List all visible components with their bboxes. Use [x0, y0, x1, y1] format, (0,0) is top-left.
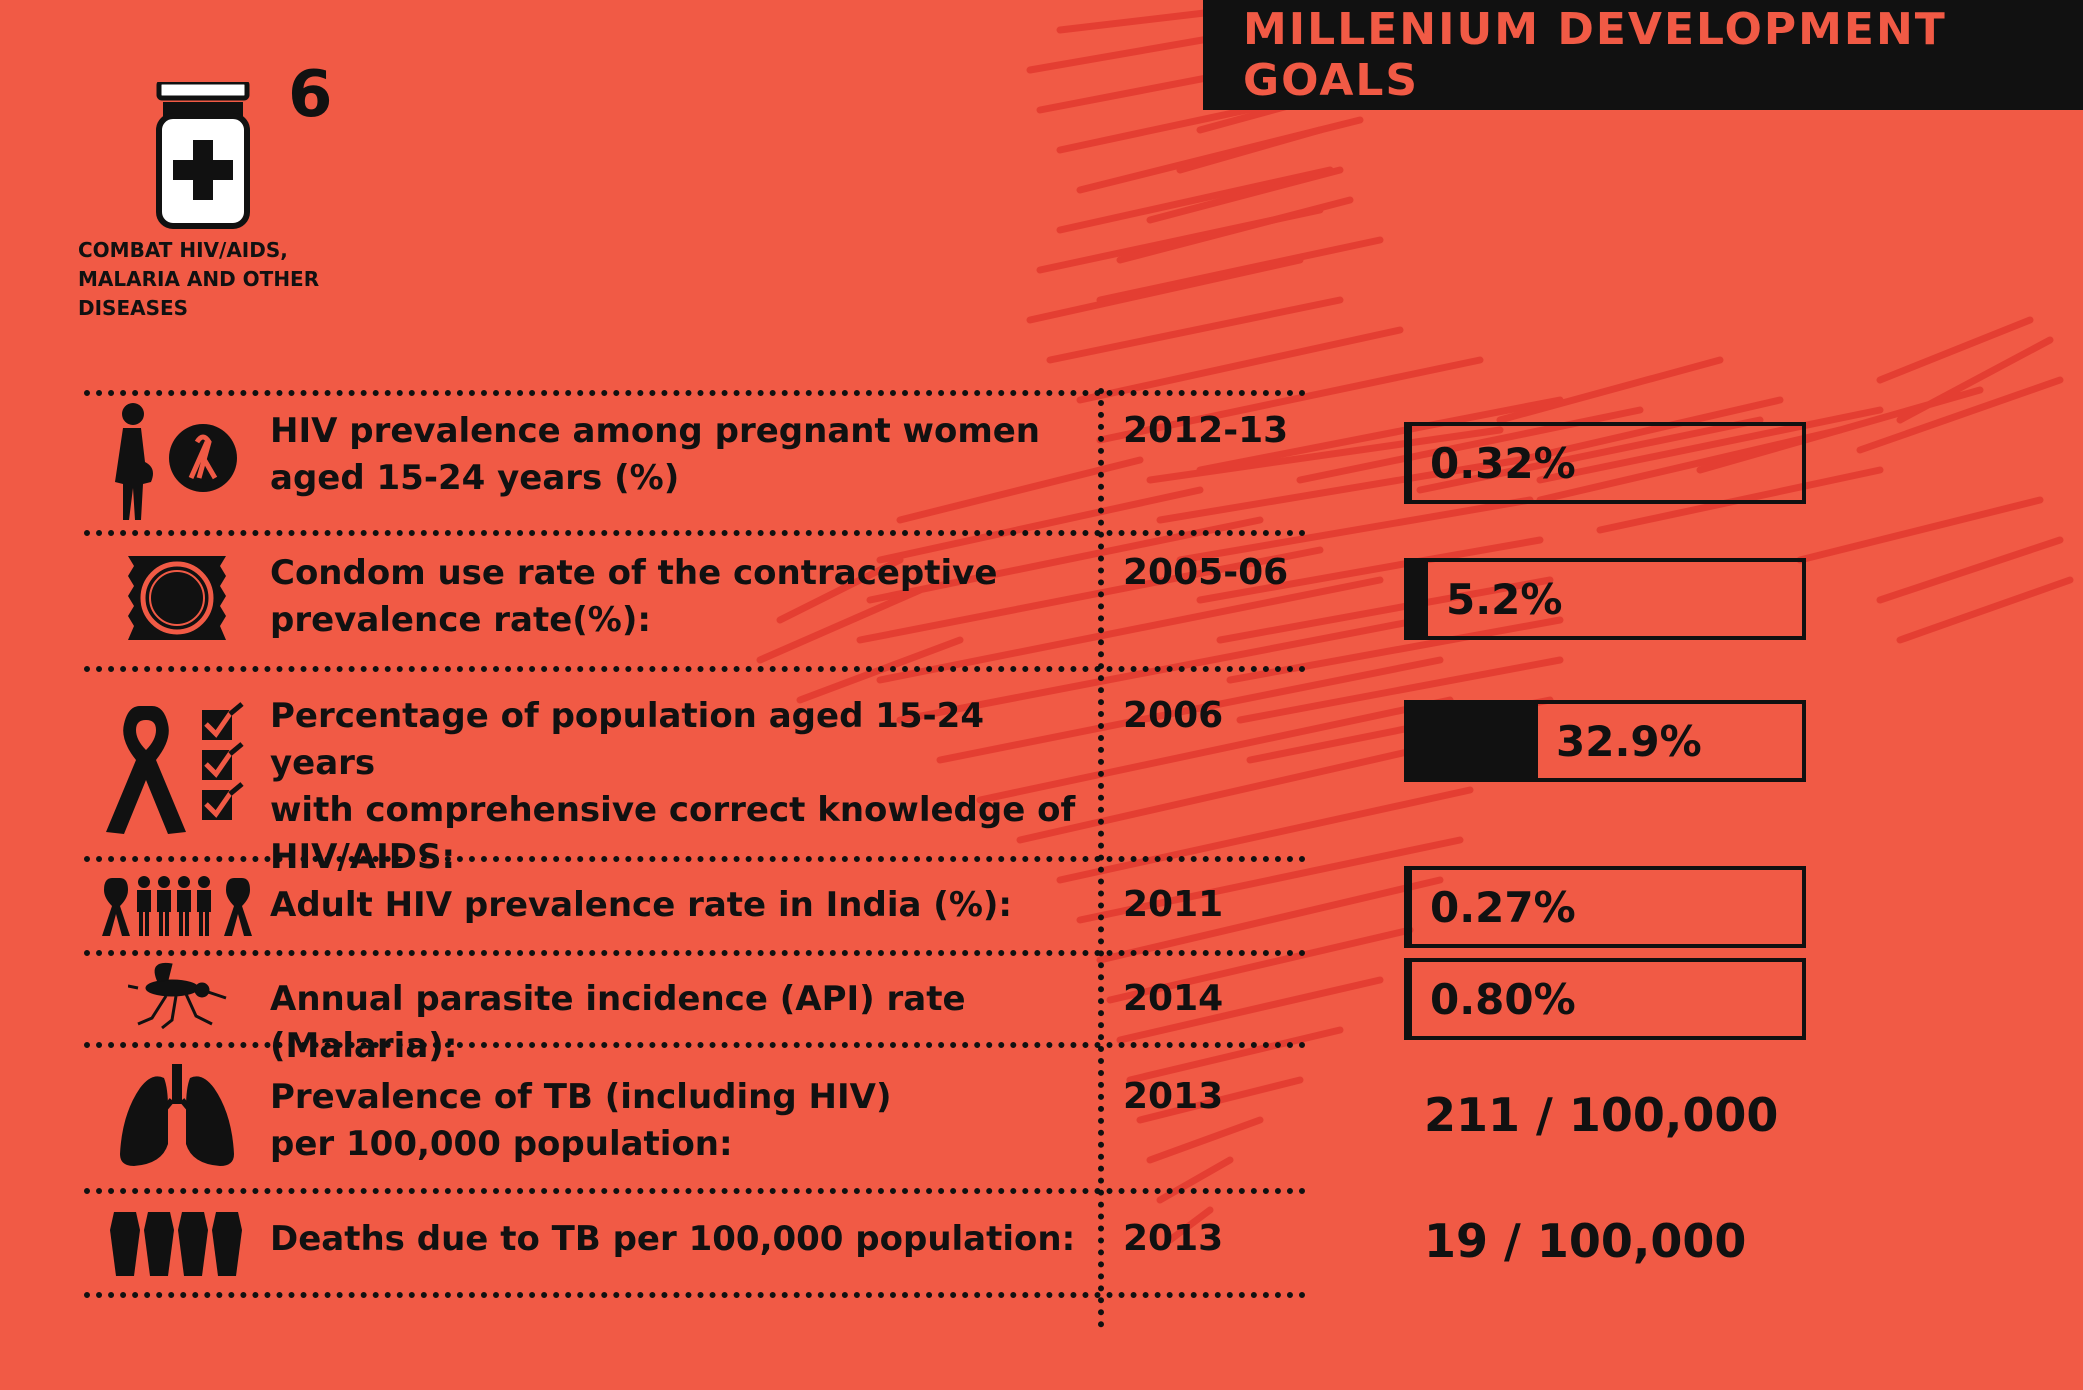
- pregnant-woman-ribbon-icon: [115, 403, 237, 520]
- row-divider: [84, 856, 1306, 862]
- indicator-bar: 0.80%: [1404, 958, 1806, 1040]
- indicator-bar: 0.27%: [1404, 866, 1806, 948]
- people-ribbons-icon: [102, 876, 252, 936]
- row-divider: [84, 1292, 1306, 1298]
- indicator-label: Percentage of population aged 15-24 year…: [270, 693, 1090, 881]
- indicator-label: HIV prevalence among pregnant women aged…: [270, 408, 1090, 502]
- indicator-value: 0.32%: [1430, 438, 1576, 488]
- lungs-icon: [120, 1064, 234, 1166]
- condom-icon: [128, 556, 226, 640]
- indicator-label-line: Annual parasite incidence (API) rate (Ma…: [270, 979, 966, 1066]
- indicator-year: 2006: [1123, 695, 1224, 736]
- indicator-year: 2011: [1123, 884, 1224, 925]
- indicator-bar-fill: [1408, 962, 1412, 1036]
- indicator-value: 0.27%: [1430, 882, 1576, 932]
- indicator-label: Condom use rate of the contraceptive pre…: [270, 550, 1090, 644]
- indicator-label-line: Adult HIV prevalence rate in India (%):: [270, 885, 1013, 925]
- indicator-value: 211 / 100,000: [1424, 1088, 1779, 1142]
- medicine-bottle-icon: [156, 82, 250, 229]
- indicator-bar-fill: [1408, 704, 1538, 778]
- goal-caption-line: DISEASES: [78, 296, 189, 320]
- indicator-label-line: Prevalence of TB (including HIV): [270, 1077, 892, 1117]
- row-divider: [84, 950, 1306, 956]
- indicator-bar-fill: [1408, 426, 1412, 500]
- indicator-year: 2014: [1123, 978, 1224, 1019]
- indicator-label-line: Deaths due to TB per 100,000 population:: [270, 1219, 1076, 1259]
- indicator-bar: 32.9%: [1404, 700, 1806, 782]
- indicator-value: 0.80%: [1430, 974, 1576, 1024]
- indicator-year: 2012-13: [1123, 410, 1289, 451]
- indicator-label-line: HIV/AIDS:: [270, 837, 456, 877]
- goal-caption: COMBAT HIV/AIDS, MALARIA AND OTHER DISEA…: [78, 236, 378, 323]
- goal-caption-line: MALARIA AND OTHER: [78, 267, 320, 291]
- indicator-value: 5.2%: [1446, 574, 1563, 624]
- row-divider: [84, 390, 1306, 396]
- column-divider: [1098, 388, 1104, 1328]
- goal-caption-line: COMBAT HIV/AIDS,: [78, 238, 288, 262]
- indicator-value: 19 / 100,000: [1424, 1214, 1747, 1268]
- indicator-bar: 0.32%: [1404, 422, 1806, 504]
- indicator-label-line: aged 15-24 years (%): [270, 458, 680, 498]
- page-title-banner: MILLENIUM DEVELOPMENT GOALS: [1203, 0, 2083, 110]
- row-divider: [84, 1042, 1306, 1048]
- goal-number: 6: [288, 58, 333, 132]
- indicator-bar: 5.2%: [1404, 558, 1806, 640]
- row-divider: [84, 1188, 1306, 1194]
- row-divider: [84, 666, 1306, 672]
- indicator-label: Prevalence of TB (including HIV) per 100…: [270, 1074, 1090, 1168]
- indicator-label: Annual parasite incidence (API) rate (Ma…: [270, 976, 1090, 1070]
- ribbon-checklist-icon: [106, 702, 244, 834]
- indicator-bar-fill: [1408, 562, 1428, 636]
- indicator-label-line: with comprehensive correct knowledge of: [270, 790, 1076, 830]
- indicator-label-line: per 100,000 population:: [270, 1124, 733, 1164]
- indicator-bar-fill: [1408, 870, 1412, 944]
- indicator-label: Adult HIV prevalence rate in India (%):: [270, 882, 1090, 929]
- row-divider: [84, 530, 1306, 536]
- indicator-year: 2013: [1123, 1076, 1224, 1117]
- mosquito-icon: [128, 962, 227, 1030]
- page-title: MILLENIUM DEVELOPMENT GOALS: [1243, 4, 1947, 106]
- indicator-label-line: HIV prevalence among pregnant women: [270, 411, 1041, 451]
- indicator-year: 2013: [1123, 1218, 1224, 1259]
- indicator-label-line: prevalence rate(%):: [270, 600, 652, 640]
- indicator-label-line: Percentage of population aged 15-24 year…: [270, 696, 984, 783]
- indicator-year: 2005-06: [1123, 552, 1289, 593]
- indicator-label: Deaths due to TB per 100,000 population:: [270, 1216, 1090, 1263]
- indicator-value: 32.9%: [1556, 716, 1702, 766]
- coffins-icon: [110, 1212, 242, 1276]
- indicator-label-line: Condom use rate of the contraceptive: [270, 553, 998, 593]
